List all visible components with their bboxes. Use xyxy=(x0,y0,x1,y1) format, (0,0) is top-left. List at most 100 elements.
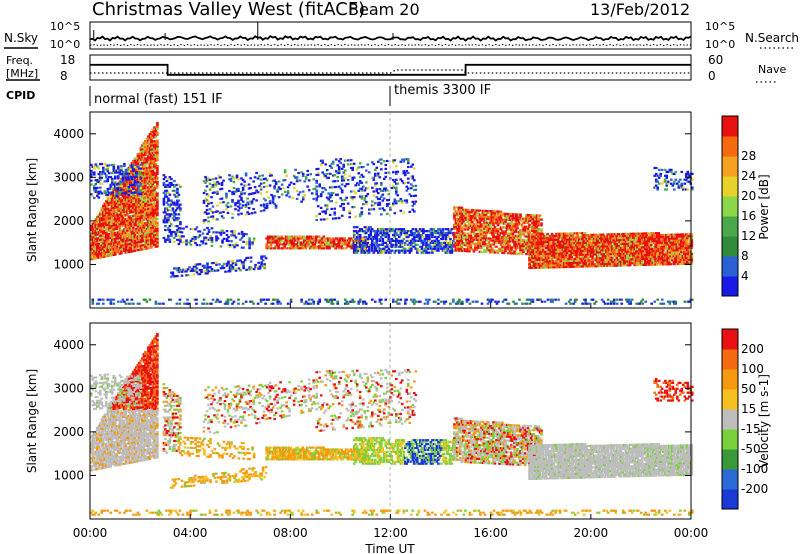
echo-cell xyxy=(144,224,147,227)
echo-cell xyxy=(105,210,108,213)
echo-cell xyxy=(135,165,138,168)
echo-cell xyxy=(399,178,403,181)
echo-cell xyxy=(469,218,473,222)
echo-cell xyxy=(115,193,119,196)
echo-cell xyxy=(96,245,99,248)
echo-cell xyxy=(171,230,175,234)
echo-cell xyxy=(402,251,406,254)
echo-cell xyxy=(145,141,149,144)
echo-cell xyxy=(434,230,437,233)
echo-cell xyxy=(393,245,397,248)
echo-cell xyxy=(471,226,474,229)
echo-cell xyxy=(154,143,158,146)
echo-cell xyxy=(121,216,125,219)
echo-cell xyxy=(141,226,144,229)
echo-cell xyxy=(416,235,419,239)
echo-cell xyxy=(91,242,95,245)
echo-cell xyxy=(130,209,134,212)
echo-cell xyxy=(114,239,117,242)
echo-cell xyxy=(127,170,131,173)
echo-cell xyxy=(486,221,489,224)
echo-cell xyxy=(392,178,395,182)
echo-cell xyxy=(205,212,209,215)
echo-cell xyxy=(111,238,114,241)
echo-cell xyxy=(444,241,448,244)
echo-cell xyxy=(210,238,214,242)
echo-cell xyxy=(100,228,104,231)
echo-cell xyxy=(148,137,152,140)
echo-cell xyxy=(447,247,451,250)
echo-cell xyxy=(151,209,155,212)
echo-cell xyxy=(471,215,474,218)
echo-cell xyxy=(392,202,395,205)
echo-cell xyxy=(136,170,140,173)
echo-cell xyxy=(147,204,150,207)
echo-cell xyxy=(97,167,101,170)
echo-cell xyxy=(194,263,197,266)
echo-cell xyxy=(96,233,99,236)
echo-cell xyxy=(540,256,543,259)
echo-cell xyxy=(522,239,525,242)
echo-cell xyxy=(408,230,412,233)
echo-cell xyxy=(90,173,93,176)
echo-cell xyxy=(270,193,273,197)
echo-cell xyxy=(105,251,108,254)
echo-cell xyxy=(138,248,141,251)
echo-cell xyxy=(164,195,167,198)
echo-cell xyxy=(108,209,111,212)
echo-cell xyxy=(93,196,96,200)
echo-cell xyxy=(249,260,253,263)
echo-cell xyxy=(127,219,131,222)
echo-cell xyxy=(111,210,114,214)
echo-cell xyxy=(227,260,230,263)
echo-cell xyxy=(235,176,239,179)
echo-cell xyxy=(164,240,167,243)
echo-cell xyxy=(395,241,398,244)
echo-cell xyxy=(255,189,258,192)
echo-cell xyxy=(151,199,155,202)
echo-cell xyxy=(258,265,262,268)
echo-cell xyxy=(117,196,120,199)
echo-cell xyxy=(221,239,224,242)
echo-cell xyxy=(307,239,310,242)
echo-cell xyxy=(136,213,140,216)
echo-cell xyxy=(492,222,495,225)
echo-cell xyxy=(102,238,105,241)
echo-cell xyxy=(130,176,134,179)
echo-cell xyxy=(97,231,101,234)
echo-cell xyxy=(150,156,153,159)
echo-cell xyxy=(420,245,424,248)
echo-cell xyxy=(411,204,415,207)
echo-cell xyxy=(164,207,167,210)
echo-cell xyxy=(93,236,96,239)
echo-cell xyxy=(100,234,104,237)
echo-cell xyxy=(237,232,241,235)
echo-cell xyxy=(301,172,305,175)
echo-cell xyxy=(402,172,406,175)
echo-cell xyxy=(508,252,512,255)
echo-cell xyxy=(121,176,125,179)
echo-cell xyxy=(219,211,222,214)
echo-cell xyxy=(322,218,326,221)
echo-cell xyxy=(383,197,386,200)
echo-cell xyxy=(109,201,113,204)
echo-cell xyxy=(437,239,440,242)
echo-cell xyxy=(111,222,114,225)
echo-cell xyxy=(106,241,110,244)
echo-cell xyxy=(358,195,362,198)
echo-cell xyxy=(132,208,135,211)
echo-cell xyxy=(145,145,149,148)
echo-cell xyxy=(148,231,152,234)
echo-cell xyxy=(162,201,166,204)
echo-cell xyxy=(496,220,500,223)
echo-cell xyxy=(405,243,409,246)
echo-cell xyxy=(144,216,147,219)
echo-cell xyxy=(501,214,504,217)
echo-cell xyxy=(153,171,156,174)
echo-cell xyxy=(484,221,488,224)
echo-cell xyxy=(112,242,116,245)
echo-cell xyxy=(374,234,377,237)
echo-cell xyxy=(117,217,120,220)
echo-cell xyxy=(456,239,459,242)
echo-cell xyxy=(115,241,119,244)
